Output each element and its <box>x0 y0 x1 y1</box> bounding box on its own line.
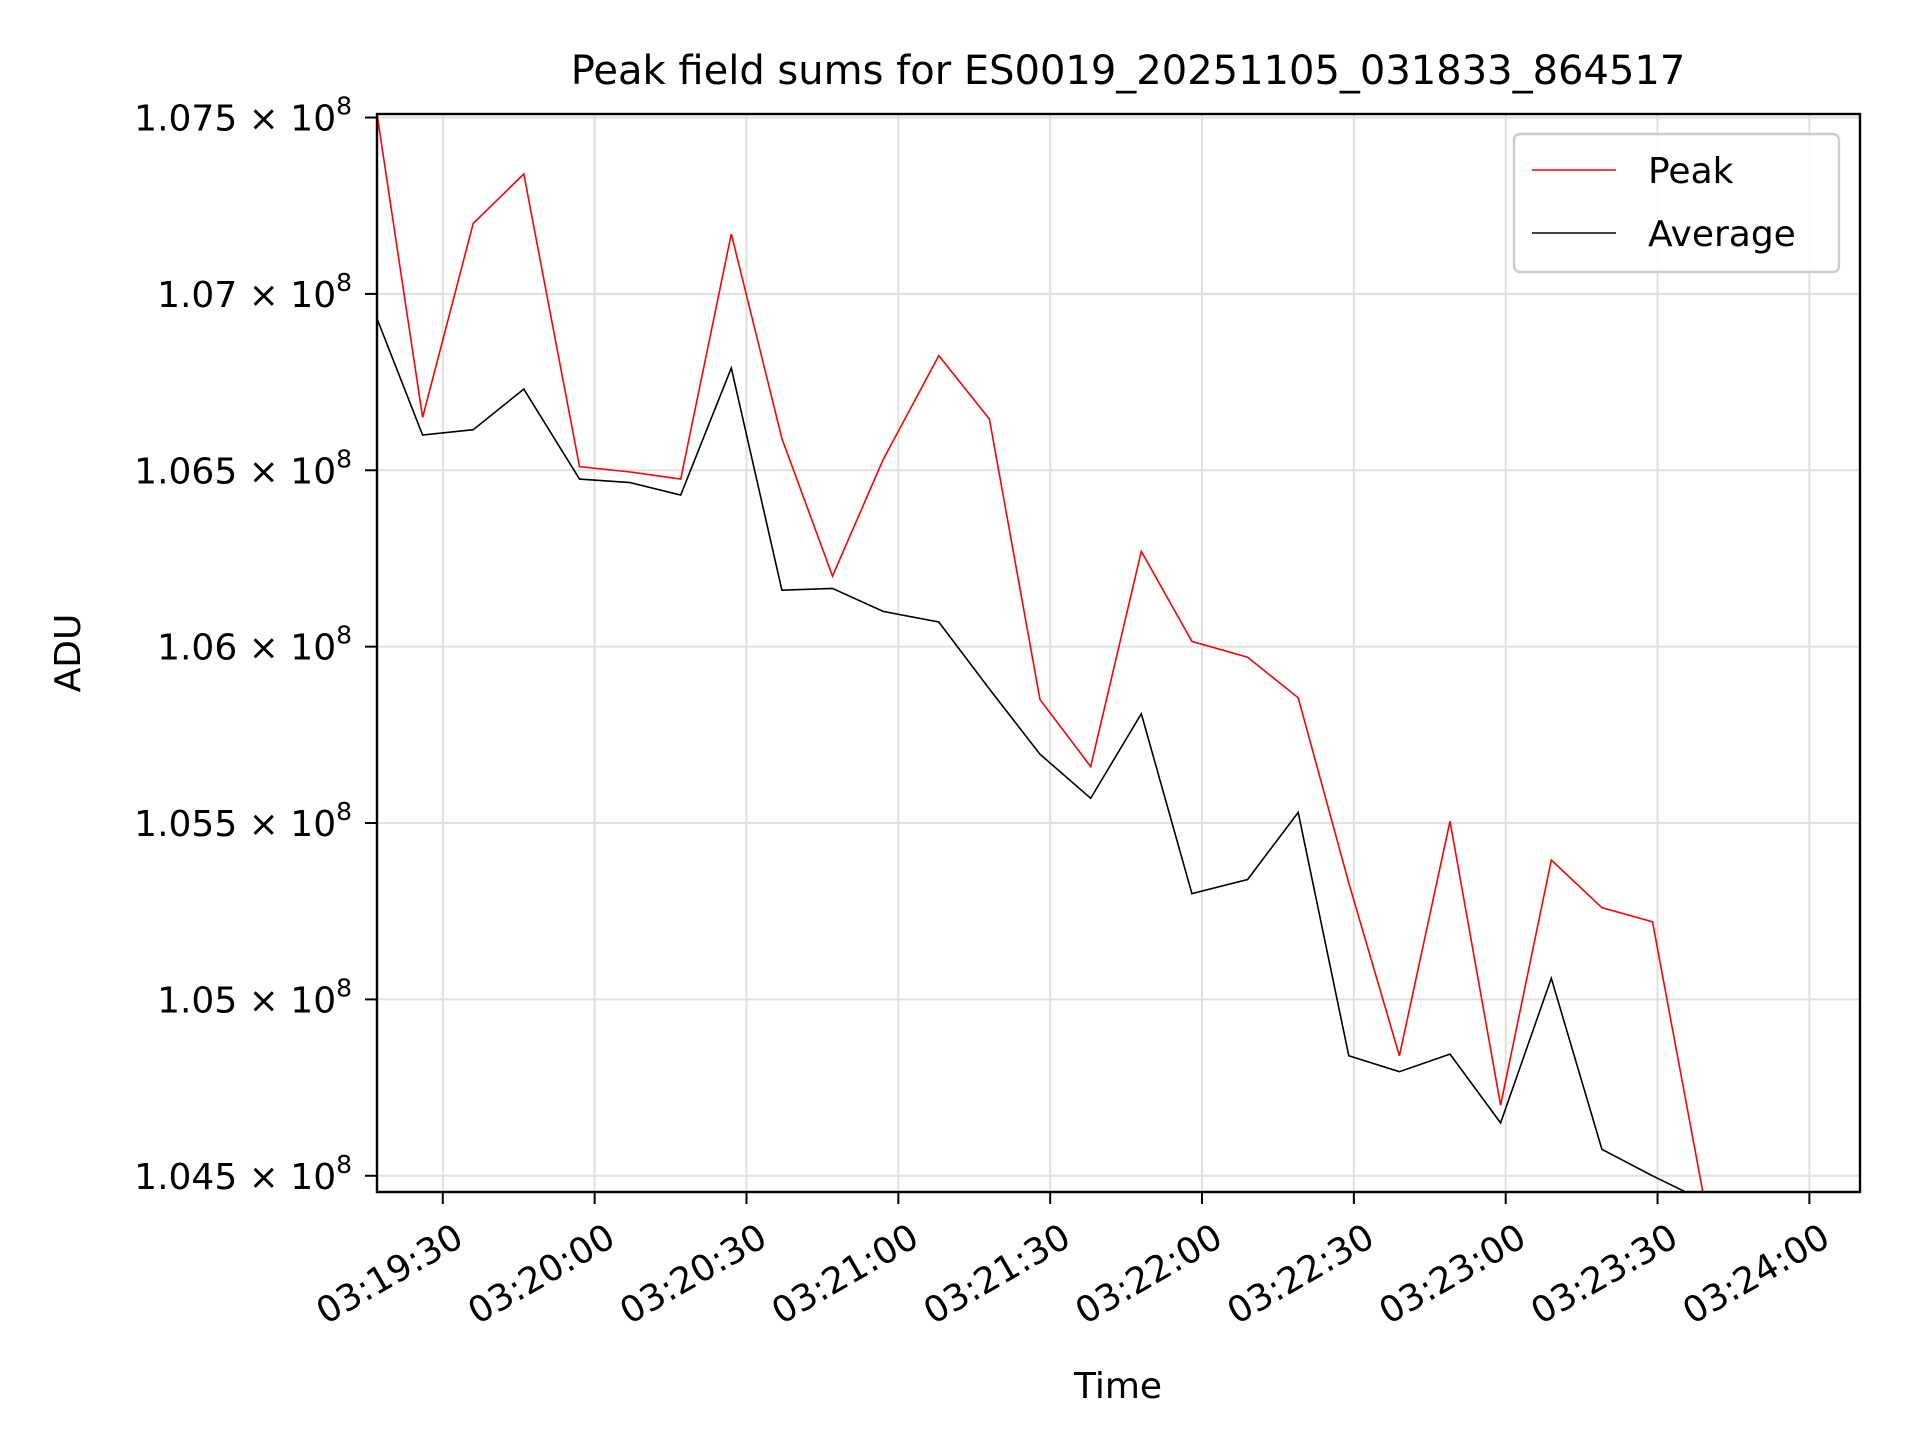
y-tick-label: 1.05 × 108 <box>157 973 352 1021</box>
y-tick-mantissa: 1.07 <box>157 275 237 316</box>
y-tick-label: 1.06 × 108 <box>157 621 352 669</box>
y-tick-times: × 10 <box>237 628 336 669</box>
y-tick-label: 1.065 × 108 <box>134 444 352 492</box>
y-tick-times: × 10 <box>237 99 336 140</box>
series-lines <box>377 114 1704 1192</box>
y-tick-times: × 10 <box>237 451 336 492</box>
y-tick-mantissa: 1.065 <box>134 451 237 492</box>
y-tick-exponent: 8 <box>336 268 352 297</box>
y-axis-label: ADU <box>48 614 89 693</box>
series-line-peak <box>377 114 1704 1192</box>
y-tick-exponent: 8 <box>336 797 352 826</box>
y-tick-label: 1.055 × 108 <box>134 797 352 845</box>
y-tick-exponent: 8 <box>336 1150 352 1179</box>
y-tick-exponent: 8 <box>336 444 352 473</box>
y-tick-times: × 10 <box>237 804 336 845</box>
y-tick-exponent: 8 <box>336 973 352 1002</box>
legend-average-label: Average <box>1648 214 1796 255</box>
y-tick-mantissa: 1.045 <box>134 1157 237 1198</box>
y-tick-label: 1.075 × 108 <box>134 92 352 140</box>
x-axis-label: Time <box>1073 1366 1162 1407</box>
y-tick-times: × 10 <box>237 275 336 316</box>
y-tick-label: 1.07 × 108 <box>157 268 352 316</box>
y-tick-exponent: 8 <box>336 92 352 121</box>
series-line-average <box>377 318 1688 1192</box>
y-tick-times: × 10 <box>237 980 336 1021</box>
y-tick-label: 1.045 × 108 <box>134 1150 352 1198</box>
y-tick-mantissa: 1.06 <box>157 628 237 669</box>
y-tick-mantissa: 1.05 <box>157 980 237 1021</box>
y-tick-mantissa: 1.055 <box>134 804 237 845</box>
plot-frame <box>375 112 1862 1194</box>
y-tick-times: × 10 <box>237 1157 336 1198</box>
legend-box <box>1512 132 1841 274</box>
chart-title: Peak field sums for ES0019_20251105_0318… <box>571 48 1686 94</box>
y-tick-mantissa: 1.075 <box>134 99 237 140</box>
y-tick-exponent: 8 <box>336 621 352 650</box>
legend: Peak Average <box>1512 132 1841 274</box>
legend-peak-label: Peak <box>1648 151 1734 192</box>
